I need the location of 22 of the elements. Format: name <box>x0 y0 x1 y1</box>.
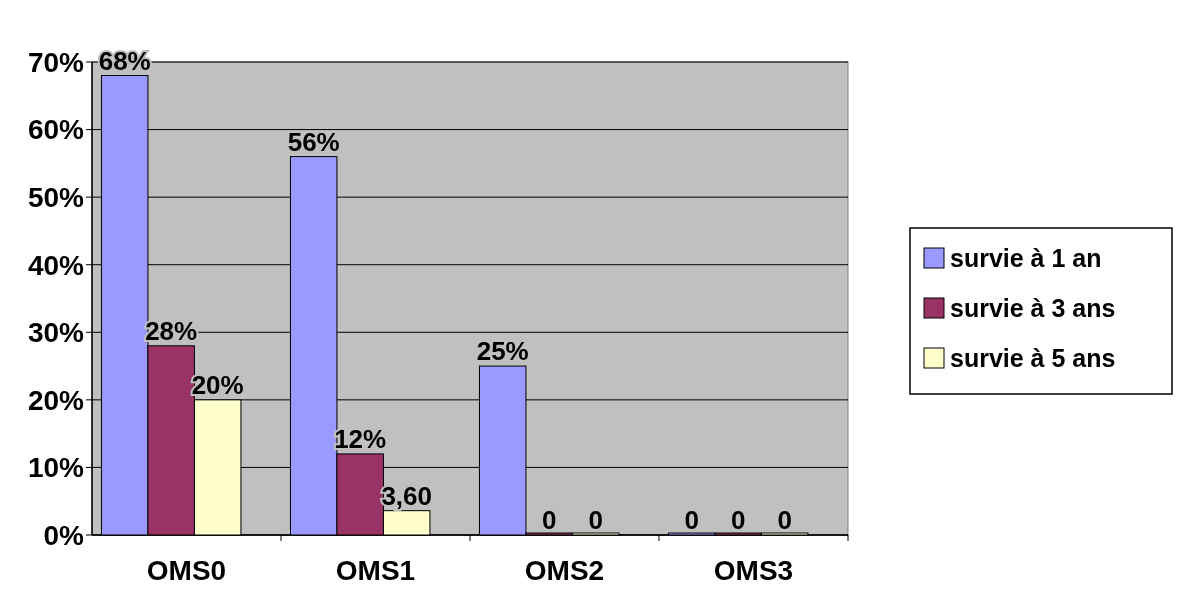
y-tick-label: 50% <box>27 181 85 213</box>
x-tick-label: OMS2 <box>524 555 605 586</box>
data-label: 0 <box>684 505 699 535</box>
legend-label: survie à 3 ans <box>950 293 1116 322</box>
y-tick-label: 20% <box>27 384 85 416</box>
x-tick-label: OMS1 <box>335 555 416 586</box>
data-label: 25% <box>476 336 529 367</box>
data-label: 56% <box>287 126 340 157</box>
y-tick-label: 30% <box>27 317 85 349</box>
x-tick-label: OMS3 <box>713 555 794 586</box>
legend-label: survie à 1 an <box>950 243 1102 272</box>
y-tick-label: 0% <box>43 519 85 551</box>
data-label: 0 <box>541 505 557 535</box>
legend-label: survie à 5 ans <box>950 343 1116 372</box>
y-tick-label: 60% <box>27 114 85 146</box>
x-tick-label: OMS0 <box>146 555 227 586</box>
y-tick-label: 40% <box>27 249 85 281</box>
y-tick-label: 10% <box>27 452 85 484</box>
y-tick-label: 70% <box>27 46 85 78</box>
data-label: 0 <box>588 505 603 535</box>
data-label: 0 <box>730 505 746 535</box>
data-label: 0 <box>777 505 792 535</box>
